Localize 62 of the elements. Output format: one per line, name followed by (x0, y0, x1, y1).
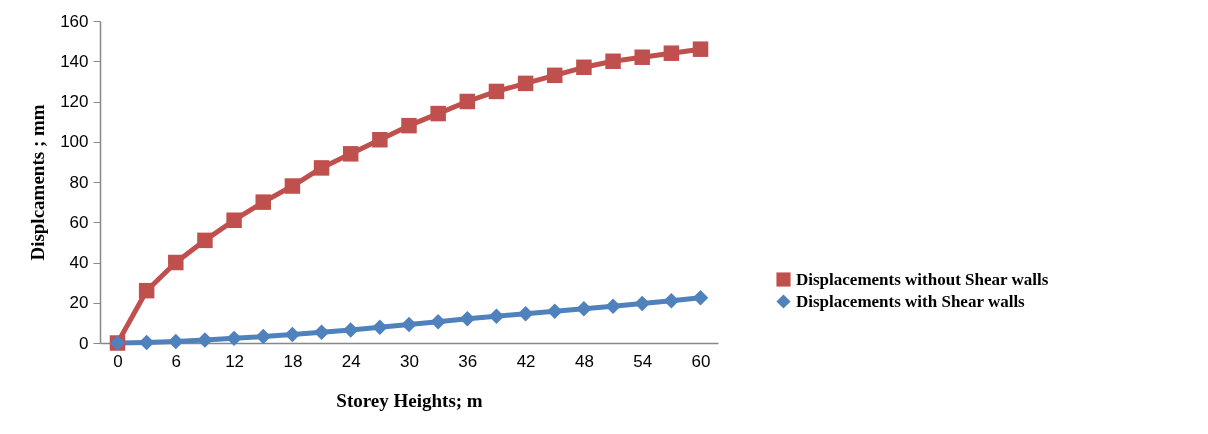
point (168, 254, 184, 271)
point (255, 194, 271, 210)
point (459, 311, 476, 327)
point (401, 117, 417, 134)
point (430, 313, 446, 330)
y-tick-label: 100 (60, 132, 89, 152)
point (226, 330, 242, 347)
point (576, 301, 592, 317)
y-tick-label: 40 (69, 253, 89, 272)
point (138, 282, 155, 299)
point (168, 333, 184, 350)
point (605, 53, 621, 69)
point (634, 49, 650, 65)
x-tick-label: 18 (283, 351, 303, 371)
point (401, 316, 417, 333)
y-tick-label: 120 (60, 92, 89, 111)
point (547, 67, 563, 84)
x-tick-label: 0 (113, 351, 123, 371)
y-tick-label: 160 (60, 11, 89, 31)
x-tick-label: 60 (691, 351, 711, 371)
point (517, 75, 534, 92)
y-axis-title: Displcaments ; mm (27, 104, 49, 261)
point (517, 306, 534, 322)
point (634, 295, 650, 312)
point (430, 105, 446, 122)
x-tick-label: 54 (633, 351, 653, 371)
point (663, 292, 680, 309)
point (197, 232, 213, 249)
x-tick-label: 6 (171, 351, 182, 371)
point (284, 326, 301, 343)
x-tick-label: 48 (574, 351, 594, 371)
point (372, 319, 388, 336)
point (663, 45, 680, 61)
point (488, 308, 505, 324)
point (226, 212, 242, 228)
y-tick-label: 60 (69, 212, 89, 232)
point (313, 324, 330, 341)
point (255, 328, 271, 345)
x-tick-label: 36 (458, 351, 478, 371)
y-tick-label: 140 (60, 51, 89, 71)
point (576, 59, 592, 76)
point (488, 83, 505, 100)
x-tick-label: 24 (341, 351, 361, 371)
point (284, 178, 301, 194)
point (372, 131, 388, 148)
point (459, 93, 476, 110)
y-tick-label: 20 (69, 293, 89, 313)
point (605, 298, 621, 314)
legend-label: Displacements without Shear walls (796, 269, 1049, 289)
x-tick-label: 30 (400, 351, 419, 371)
point (692, 41, 709, 57)
y-tick-label: 80 (69, 172, 89, 192)
point (547, 303, 563, 319)
x-axis-title: Storey Heights; m (336, 389, 483, 411)
point (313, 160, 330, 176)
x-tick-label: 12 (225, 351, 245, 371)
point (692, 289, 709, 306)
x-tick-label: 42 (516, 351, 536, 371)
point (197, 332, 213, 348)
legend-label: Displacements with Shear walls (796, 291, 1026, 311)
y-tick-label: 0 (79, 333, 89, 353)
point (342, 146, 359, 162)
